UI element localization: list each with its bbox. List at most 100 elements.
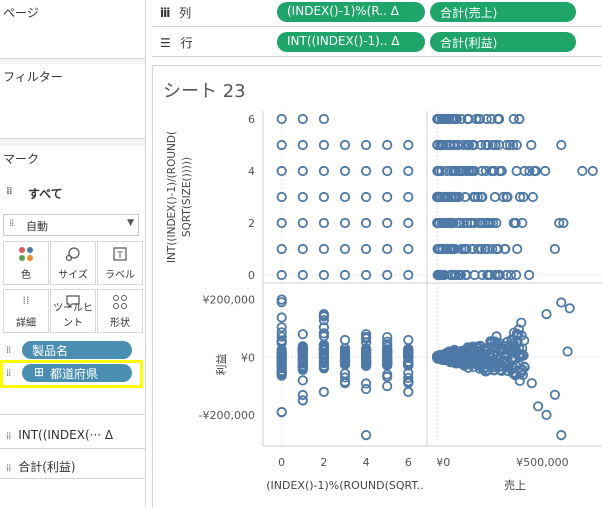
data-point [382, 339, 393, 350]
data-point [458, 217, 469, 229]
data-point [549, 243, 560, 255]
data-point [564, 303, 575, 314]
columns-pill-sales[interactable]: 合計(売上) [430, 2, 576, 22]
data-point [276, 331, 287, 342]
field-pill-prefecture[interactable]: ⊞ 都道府県 [22, 364, 132, 382]
detail-button[interactable]: ⁞⁞ 詳細 [3, 289, 49, 333]
data-point [382, 139, 393, 151]
data-point [441, 113, 452, 125]
rows-pill-profit[interactable]: 合計(利益) [430, 32, 576, 52]
data-point [462, 139, 473, 151]
data-point [361, 243, 372, 255]
data-point [554, 217, 565, 229]
data-point [297, 269, 308, 281]
field-pill-product[interactable]: 製品名 [22, 341, 132, 359]
data-point [297, 113, 308, 125]
data-point [403, 351, 414, 362]
filters-card[interactable]: フィルター [0, 64, 145, 139]
data-point [454, 347, 465, 359]
data-point [339, 243, 351, 255]
label-icon: T [113, 247, 127, 261]
data-point [469, 165, 480, 177]
data-point [318, 386, 329, 397]
data-point [463, 165, 474, 177]
data-point [339, 378, 351, 389]
label-button[interactable]: T ラベル [97, 241, 143, 285]
tooltip-icon [66, 295, 80, 309]
mark-type-value: 自動 [26, 220, 48, 233]
field-pill-product-label: 製品名 [32, 344, 69, 358]
data-point [403, 334, 414, 346]
columns-shelf[interactable]: iii 列 (INDEX()-1)%(R.. Δ 合計(売上) [152, 0, 602, 27]
data-point [361, 383, 372, 395]
size-button[interactable]: サイズ [50, 241, 96, 285]
mark-type-dropdown[interactable]: ⁞⁞ 自動 ▼ [3, 214, 139, 236]
marks-all-label: すべて [28, 187, 63, 201]
data-point [276, 358, 287, 369]
data-point [403, 376, 414, 387]
data-point [382, 191, 393, 203]
filters-title: フィルター [3, 70, 63, 84]
data-point [465, 217, 476, 229]
data-point [468, 191, 479, 203]
tooltip-button[interactable]: ツールヒント [50, 289, 96, 333]
detail-field-icon: ⁞⁞ [6, 368, 11, 379]
data-point [480, 343, 491, 354]
data-point [434, 165, 445, 177]
measure-profit-label: 合計(利益) [18, 460, 76, 474]
marks-all-row[interactable]: ⁞⁞ すべて [0, 182, 145, 204]
data-point [361, 329, 372, 340]
measure-index-row[interactable]: ⁞⁞ INT((INDEX(··· Δ [6, 428, 113, 442]
data-point [487, 243, 498, 255]
data-point [486, 113, 497, 125]
data-point [318, 328, 329, 339]
data-point [446, 243, 457, 255]
data-point [318, 343, 329, 354]
data-point [492, 243, 503, 255]
data-point [276, 113, 287, 125]
shape-button-label: 形状 [110, 318, 130, 329]
data-point [339, 334, 351, 346]
columns-pill-sales-label: 合計(売上) [440, 6, 498, 20]
data-point [435, 139, 447, 151]
data-point [459, 243, 470, 255]
data-point [297, 165, 308, 177]
y-axis-title: 利益 [214, 354, 228, 376]
data-point [297, 362, 308, 373]
data-point [339, 165, 351, 177]
detail-icon: ⁞⁞ [22, 294, 30, 307]
y-axis-title: SQRT(SIZE())))) [181, 157, 193, 237]
data-point [403, 165, 414, 177]
color-button[interactable]: 色 [3, 241, 49, 285]
data-point [361, 429, 372, 441]
data-point [318, 243, 329, 255]
measure-icon: ⁞⁞ [6, 431, 11, 442]
columns-shelf-label: 列 [179, 6, 192, 20]
data-point [476, 139, 487, 151]
data-point [472, 243, 484, 255]
pages-card[interactable]: ページ [0, 0, 145, 59]
scatter-matrix-chart[interactable]: 6 4 2 0 ¥200,000 ¥0 -¥200,000 0 2 4 6 ¥0 ¥500,000 (IN… [153, 66, 602, 508]
mark-type-icon: ⁞⁞ [9, 218, 14, 229]
marks-separator [0, 448, 145, 449]
data-point [513, 329, 524, 340]
highlight-box [0, 360, 143, 388]
data-point [339, 139, 351, 151]
measure-profit-row[interactable]: ⁞⁞ 合計(利益) [6, 458, 76, 475]
data-point [433, 350, 444, 361]
data-point [456, 165, 468, 177]
data-point [491, 338, 502, 349]
data-point [562, 346, 573, 357]
rows-pill-index[interactable]: INT((INDEX()-1).. Δ [277, 32, 425, 52]
columns-pill-index[interactable]: (INDEX()-1)%(R.. Δ [277, 2, 425, 22]
rows-shelf[interactable]: ☰ 行 INT((INDEX()-1).. Δ 合計(利益) [152, 30, 602, 57]
shape-button[interactable]: 形状 [97, 289, 143, 333]
marks-separator [0, 414, 145, 415]
data-point [297, 345, 308, 357]
data-point [318, 315, 329, 326]
data-point [276, 312, 287, 323]
data-point [481, 113, 492, 125]
y-tick-label: -¥200,000 [199, 409, 255, 422]
y-tick-label: ¥200,000 [203, 294, 256, 307]
data-point [556, 429, 567, 441]
